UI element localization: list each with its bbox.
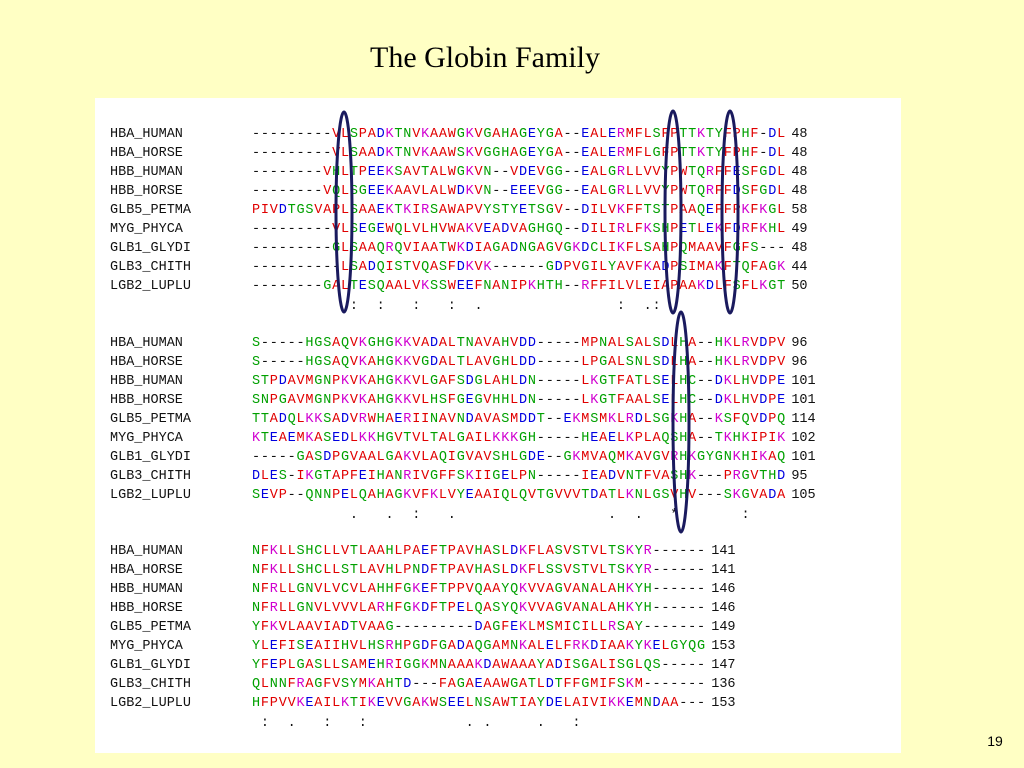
sequence: -----GASDPGVAALGAKVLAQIGVAVSHLGDE--GKMVA… (252, 450, 785, 465)
ellipse (671, 310, 691, 534)
sequence: TTADQLKKSADVRWHAERIINAVNDAVASMDDT--EKMSM… (252, 412, 785, 427)
conservation-line: : : : : . : .: (350, 299, 661, 314)
sequence: QLNNFRAGFVSYMKAHTD---FAGAEAAWGATLDTFFGMI… (252, 677, 705, 692)
sequence-name: HBB_HUMAN (110, 582, 183, 597)
sequence: PIVDTGSVAPLSAAEKTKIRSAWAPVYSTYETSGV--DIL… (252, 203, 785, 218)
sequence: NFKLLSHCLLVTLAAHLPAEFTPAVHASLDKFLASVSTVL… (252, 544, 705, 559)
position: 149 (711, 620, 735, 635)
position: 136 (711, 677, 735, 692)
sequence-name: GLB3_CHITH (110, 677, 191, 692)
sequence-name: HBB_HORSE (110, 601, 183, 616)
sequence: SNPGAVMGNPKVKAHGKKVLHSFGEGVHHLDN-----LKG… (252, 393, 785, 408)
sequence-name: LGB2_LUPLU (110, 696, 191, 711)
sequence-name: MYG_PHYCA (110, 222, 184, 237)
position: 102 (791, 431, 815, 446)
sequence: S-----HGSAQVKAHGKKVGDALTLAVGHLDD-----LPG… (252, 355, 786, 370)
sequence: SEVP--QNNPELQAHAGKVFKLVYEAAIQLQVTGVVVTDA… (252, 488, 786, 503)
sequence-name: GLB5_PETMA (110, 412, 192, 427)
sequence: YFEPLGASLLSAMEHRIGGKMNAAAKDAWAAAYADISGAL… (252, 658, 705, 673)
sequence-name: HBA_HORSE (110, 146, 183, 161)
position: 146 (711, 582, 735, 597)
sequence: NFRLLGNVLVVVLARHFGKDFTPELQASYQKVVAGVANAL… (252, 601, 705, 616)
sequence-name: HBA_HUMAN (110, 127, 183, 142)
position: 48 (791, 184, 807, 199)
sequence: ---------VLSAADKTNVKAAWSKVGGHAGEYGA--EAL… (252, 146, 785, 161)
sequence-name: GLB1_GLYDI (110, 450, 191, 465)
position: 44 (791, 260, 807, 275)
sequence: DLES-IKGTAPFEIHANRIVGFFSKIIGELPN-----IEA… (252, 469, 785, 484)
conservation-line: : . : : . . . : (261, 716, 581, 731)
position: 101 (791, 393, 815, 408)
sequence: ----------LSADQISTVQASFDKVK------GDPVGIL… (252, 260, 786, 275)
sequence: ---------GLSAAQRQVIAATWKDIAGADNGAGVGKDCL… (252, 241, 785, 256)
slide-title: The Globin Family (370, 41, 600, 74)
position: 153 (711, 639, 735, 654)
sequence: YFKVLAAVIADTVAAG---------DAGFEKLMSMICILL… (252, 620, 705, 635)
position: 58 (791, 203, 807, 218)
position: 114 (791, 412, 815, 427)
position: 141 (711, 563, 735, 578)
page-number: 19 (987, 733, 1003, 749)
position: 146 (711, 601, 735, 616)
sequence-name: GLB3_CHITH (110, 469, 191, 484)
sequence-name: HBA_HORSE (110, 355, 183, 370)
position: 48 (791, 165, 807, 180)
sequence-name: HBA_HUMAN (110, 544, 183, 559)
sequence-name: GLB5_PETMA (110, 620, 192, 635)
sequence-name: GLB1_GLYDI (110, 658, 191, 673)
sequence-name: LGB2_LUPLU (110, 488, 191, 503)
sequence-name: HBA_HUMAN (110, 336, 183, 351)
alignment-panel (95, 98, 901, 753)
position: 96 (791, 336, 807, 351)
sequence-name: MYG_PHYCA (110, 639, 184, 654)
ellipse (663, 109, 683, 315)
position: 48 (791, 241, 807, 256)
sequence-name: GLB5_PETMA (110, 203, 192, 218)
sequence-name: GLB3_CHITH (110, 260, 191, 275)
sequence-name: HBA_HORSE (110, 563, 183, 578)
sequence-name: HBB_HUMAN (110, 374, 183, 389)
sequence-name: HBB_HUMAN (110, 165, 183, 180)
position: 48 (791, 127, 807, 142)
sequence: ---------VLSPADKTNVKAAWGKVGAHAGEYGA--EAL… (252, 127, 785, 142)
sequence: YLEFISEAIIHVLHSRHPGDFGADAQGAMNKALELFRKDI… (252, 639, 705, 654)
position: 101 (791, 374, 815, 389)
position: 49 (791, 222, 807, 237)
conservation-line: . . : . . . * : (350, 508, 750, 523)
position: 48 (791, 146, 807, 161)
sequence-name: HBB_HORSE (110, 184, 183, 199)
position: 101 (791, 450, 815, 465)
position: 141 (711, 544, 735, 559)
ellipse (720, 109, 740, 315)
position: 105 (791, 488, 815, 503)
sequence: STPDAVMGNPKVKAHGKKVLGAFSDGLAHLDN-----LKG… (252, 374, 785, 389)
highlight-ellipses (334, 109, 740, 534)
position: 95 (791, 469, 807, 484)
sequence-name: LGB2_LUPLU (110, 279, 191, 294)
sequence: --------VQLSGEEKAAVLALWDKVN--EEEVGG--EAL… (252, 184, 785, 199)
sequence: ---------VLSEGEWQLVLHVWAKVEADVAGHGQ--DIL… (252, 222, 785, 237)
sequence: KTEAEMKASEDLKKHGVTVLTALGAILKKKGH-----HEA… (252, 431, 786, 446)
sequence-name: MYG_PHYCA (110, 431, 184, 446)
sequence-name: HBB_HORSE (110, 393, 183, 408)
position: 147 (711, 658, 735, 673)
sequence-name: GLB1_GLYDI (110, 241, 191, 256)
ellipse (334, 110, 354, 314)
sequence: NFRLLGNVLVCVLAHHFGKEFTPPVQAAYQKVVAGVANAL… (252, 582, 705, 597)
sequence: S-----HGSAQVKGHGKKVADALTNAVAHVDD-----MPN… (252, 336, 786, 351)
position: 96 (791, 355, 807, 370)
sequence: --------GALTESQAALVKSSWEEFNANIPKHTH--RFF… (252, 279, 785, 294)
sequence: NFKLLSHCLLSTLAVHLPNDFTPAVHASLDKFLSSVSTVL… (252, 563, 705, 578)
position: 153 (711, 696, 735, 711)
sequence: --------VHLTPEEKSAVTALWGKVN--VDEVGG--EAL… (252, 165, 785, 180)
sequence: HFPVVKEAILKTIKEVVGAKWSEELNSAWTIAYDELAIVI… (252, 696, 705, 711)
position: 50 (791, 279, 807, 294)
